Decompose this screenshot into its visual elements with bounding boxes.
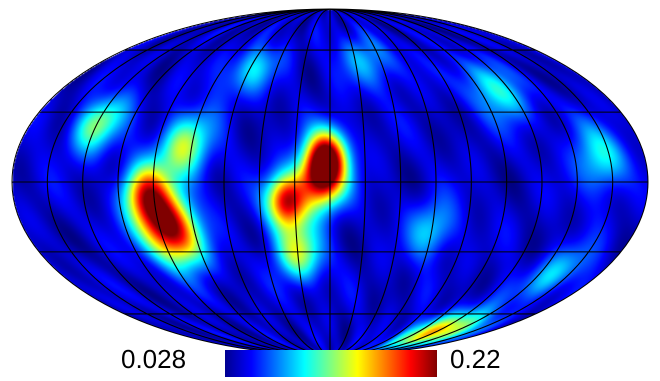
colorbar: [225, 350, 437, 377]
colorbar-max-label: 0.22: [450, 344, 501, 374]
colorbar-min-label: 0.028: [121, 344, 187, 374]
graticule: [12, 9, 648, 355]
